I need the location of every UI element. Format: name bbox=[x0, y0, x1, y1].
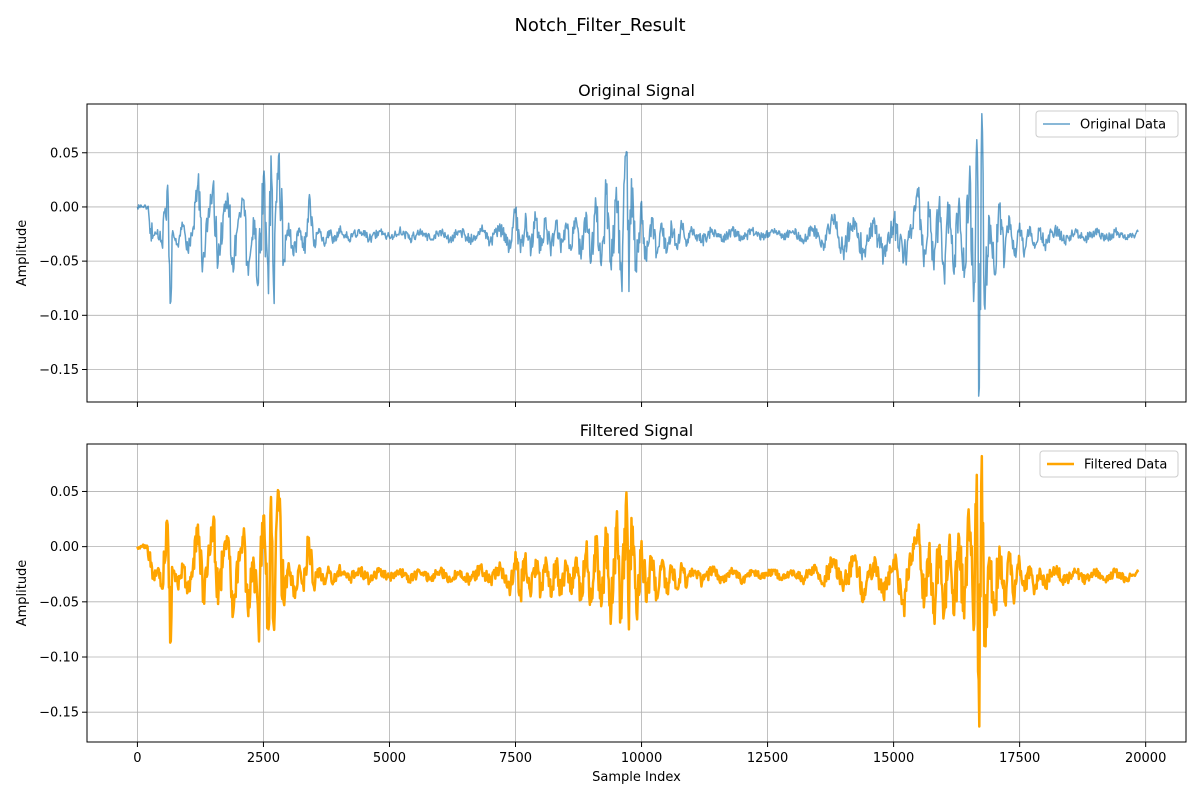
y-tick-label: −0.15 bbox=[39, 706, 79, 721]
y-tick-label: 0.05 bbox=[50, 146, 79, 161]
series-line-original-data bbox=[136, 113, 1139, 397]
x-tick-label: 10000 bbox=[621, 751, 662, 766]
subplot-2: 0 2500 5000 7500 10000 12500 15000 17500 20000 0.… bbox=[15, 421, 1187, 785]
legend-label: Filtered Data bbox=[1084, 458, 1167, 473]
x-tick-label: 5000 bbox=[373, 751, 406, 766]
y-axis-label: Amplitude bbox=[15, 560, 30, 627]
axes-frame bbox=[86, 443, 1187, 743]
x-tick-label: 15000 bbox=[873, 751, 914, 766]
legend-box bbox=[1035, 110, 1179, 138]
y-tick-label: −0.10 bbox=[39, 651, 79, 666]
axes-frame bbox=[86, 103, 1187, 403]
y-tick-label: 0.05 bbox=[50, 485, 79, 500]
x-tick-label: 20000 bbox=[1125, 751, 1166, 766]
y-tick-label: −0.05 bbox=[39, 595, 79, 610]
x-tick-label: 12500 bbox=[747, 751, 788, 766]
subplot-title: Filtered Signal bbox=[580, 421, 694, 440]
legend-label: Original Data bbox=[1080, 118, 1166, 133]
legend: Filtered Data bbox=[1039, 450, 1179, 478]
y-tick-label: −0.05 bbox=[39, 255, 79, 270]
series-line-filtered-data bbox=[136, 454, 1140, 728]
x-tick-label: 2500 bbox=[247, 751, 280, 766]
y-axis-label: Amplitude bbox=[15, 220, 30, 287]
subplot-1: 0.05 0.00 −0.05 −0.10 −0.15 Original Signal Am… bbox=[15, 81, 1187, 407]
x-tick-label: 0 bbox=[133, 751, 141, 766]
legend: Original Data bbox=[1035, 110, 1179, 138]
legend-box bbox=[1039, 450, 1179, 478]
y-tick-label: −0.15 bbox=[39, 363, 79, 378]
x-axis-label: Sample Index bbox=[592, 770, 681, 785]
subplot-title: Original Signal bbox=[578, 81, 695, 100]
figure-title: Notch_Filter_Result bbox=[514, 15, 685, 36]
y-tick-label: 0.00 bbox=[50, 540, 79, 555]
x-tick-label: 7500 bbox=[499, 751, 532, 766]
y-tick-label: −0.10 bbox=[39, 309, 79, 324]
x-tick-label: 17500 bbox=[999, 751, 1040, 766]
y-tick-label: 0.00 bbox=[50, 200, 79, 215]
